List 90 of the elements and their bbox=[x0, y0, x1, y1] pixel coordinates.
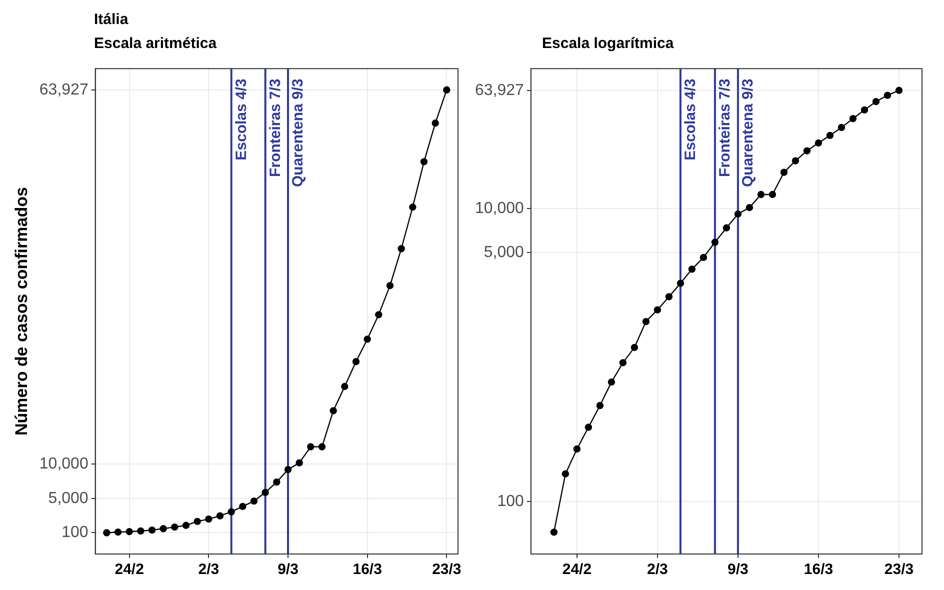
point bbox=[895, 86, 903, 94]
point bbox=[630, 344, 638, 352]
point bbox=[216, 512, 224, 520]
point bbox=[205, 515, 212, 523]
point bbox=[584, 424, 592, 431]
point bbox=[596, 402, 604, 410]
point bbox=[182, 522, 190, 529]
point bbox=[330, 407, 337, 414]
x-tick-label: 16/3 bbox=[352, 561, 382, 578]
point bbox=[884, 92, 892, 99]
x-tick-label: 9/3 bbox=[728, 561, 748, 578]
point bbox=[619, 359, 627, 366]
x-tick-label: 16/3 bbox=[804, 561, 834, 578]
x-tick-label: 23/3 bbox=[432, 561, 462, 578]
point bbox=[642, 318, 650, 326]
point bbox=[103, 529, 110, 536]
point bbox=[757, 190, 765, 198]
point bbox=[307, 443, 314, 450]
point bbox=[194, 518, 201, 526]
point bbox=[608, 378, 616, 386]
point bbox=[688, 266, 696, 273]
x-tick-label: 24/2 bbox=[114, 561, 144, 578]
point bbox=[792, 157, 800, 164]
y-tick-label: 5,000 bbox=[48, 490, 88, 507]
chart-title: Itália bbox=[94, 11, 128, 28]
point bbox=[114, 528, 122, 536]
ref-line-label: Quarentena 9/3 bbox=[290, 78, 307, 187]
y-tick-label: 10,000 bbox=[39, 455, 88, 472]
point bbox=[273, 478, 280, 486]
x-tick-label: 2/3 bbox=[647, 561, 668, 578]
point bbox=[420, 158, 428, 166]
x-tick-label: 23/3 bbox=[884, 561, 914, 578]
point bbox=[780, 168, 788, 176]
point bbox=[711, 238, 719, 246]
point bbox=[573, 445, 581, 453]
point bbox=[768, 190, 776, 198]
point bbox=[443, 86, 450, 94]
point bbox=[398, 245, 405, 252]
point bbox=[228, 508, 235, 516]
point bbox=[126, 528, 133, 536]
point bbox=[284, 466, 292, 474]
point bbox=[676, 280, 684, 287]
ref-line-label: Escolas 4/3 bbox=[682, 78, 700, 160]
x-tick-label: 2/3 bbox=[198, 561, 220, 578]
point bbox=[341, 382, 348, 390]
y-axis-title: Número de casos confirmados bbox=[12, 187, 31, 436]
point bbox=[250, 497, 258, 505]
point bbox=[386, 282, 394, 290]
point bbox=[665, 293, 673, 300]
point bbox=[562, 470, 570, 478]
point bbox=[409, 204, 416, 211]
point bbox=[352, 358, 360, 366]
point bbox=[700, 254, 708, 262]
y-tick-label: 5,000 bbox=[484, 244, 524, 262]
ref-line-label: Escolas 4/3 bbox=[232, 78, 250, 160]
point bbox=[860, 106, 868, 114]
y-tick-label: 10,000 bbox=[475, 200, 524, 217]
point bbox=[872, 98, 880, 106]
x-tick-label: 24/2 bbox=[562, 561, 592, 578]
point bbox=[814, 139, 822, 147]
chart-subtitle: Escala aritmética bbox=[94, 35, 217, 52]
point bbox=[746, 204, 754, 212]
chart-title: Escala logarítmica bbox=[542, 35, 674, 52]
y-tick-label: 100 bbox=[62, 524, 88, 541]
point bbox=[654, 306, 662, 314]
point bbox=[318, 443, 326, 450]
x-tick-label: 9/3 bbox=[278, 561, 298, 578]
point bbox=[722, 224, 730, 232]
point bbox=[160, 525, 167, 532]
point bbox=[826, 132, 834, 140]
point bbox=[137, 527, 144, 535]
point bbox=[239, 502, 246, 510]
point bbox=[148, 526, 156, 534]
point bbox=[550, 528, 558, 536]
point bbox=[296, 459, 303, 466]
ref-line-label: Quarentena 9/3 bbox=[740, 78, 757, 187]
point bbox=[838, 124, 846, 132]
point bbox=[375, 311, 382, 318]
ref-line-label: Fronteiras 7/3 bbox=[266, 78, 284, 177]
point bbox=[803, 147, 811, 154]
y-tick-label: 100 bbox=[497, 493, 524, 510]
point bbox=[432, 120, 439, 127]
point bbox=[262, 488, 269, 496]
point bbox=[364, 336, 371, 343]
y-tick-label: 63,927 bbox=[39, 81, 88, 98]
y-tick-label: 63,927 bbox=[475, 82, 524, 99]
ref-line-label: Fronteiras 7/3 bbox=[716, 78, 734, 177]
point bbox=[734, 210, 742, 218]
point bbox=[171, 523, 178, 531]
point bbox=[849, 115, 857, 122]
